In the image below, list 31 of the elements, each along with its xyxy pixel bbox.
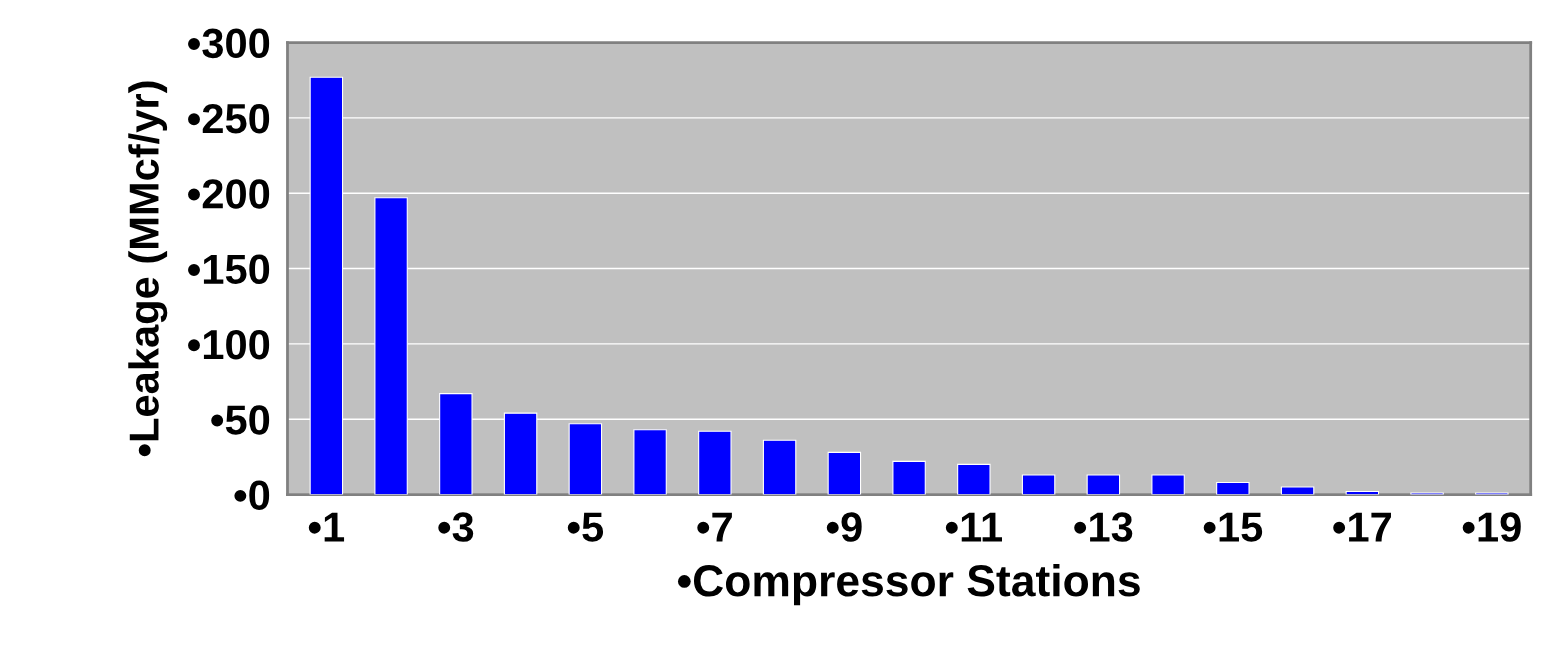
bar: [827, 451, 862, 495]
bar: [762, 439, 797, 495]
x-tick-label: •17: [1333, 512, 1391, 542]
y-tick-label: •250: [188, 103, 270, 134]
bar: [698, 430, 732, 495]
y-tick-label: •200: [188, 179, 270, 209]
y-tick-label: •100: [188, 329, 270, 360]
y-tick-label: •50: [211, 405, 270, 435]
y-tick-label: •0: [234, 480, 270, 511]
bar: [957, 463, 991, 495]
x-tick-label: •7: [697, 512, 732, 542]
x-tick-label: •15: [1203, 512, 1263, 542]
bar: [1280, 486, 1315, 495]
x-tick-label: •11: [945, 512, 1002, 542]
bar: [1151, 474, 1185, 495]
x-tick-label: •19: [1462, 512, 1521, 542]
bar: [892, 460, 926, 495]
x-tick-label: •1: [308, 512, 345, 542]
bar: [1216, 481, 1250, 495]
x-tick-label: •13: [1074, 512, 1133, 542]
x-axis-title: •Compressor Stations: [677, 563, 1140, 606]
bar: [568, 423, 603, 495]
y-tick-label: •300: [188, 28, 270, 59]
bar: [1021, 474, 1056, 495]
y-axis-title: •Leakage (MMcf/yr): [128, 81, 168, 457]
bar: [1086, 474, 1121, 495]
x-tick-label: •9: [826, 512, 862, 542]
y-tick-label: •150: [188, 254, 270, 285]
x-tick-label: •5: [567, 512, 604, 542]
x-tick-label: •3: [438, 512, 474, 542]
bar: [633, 429, 667, 495]
